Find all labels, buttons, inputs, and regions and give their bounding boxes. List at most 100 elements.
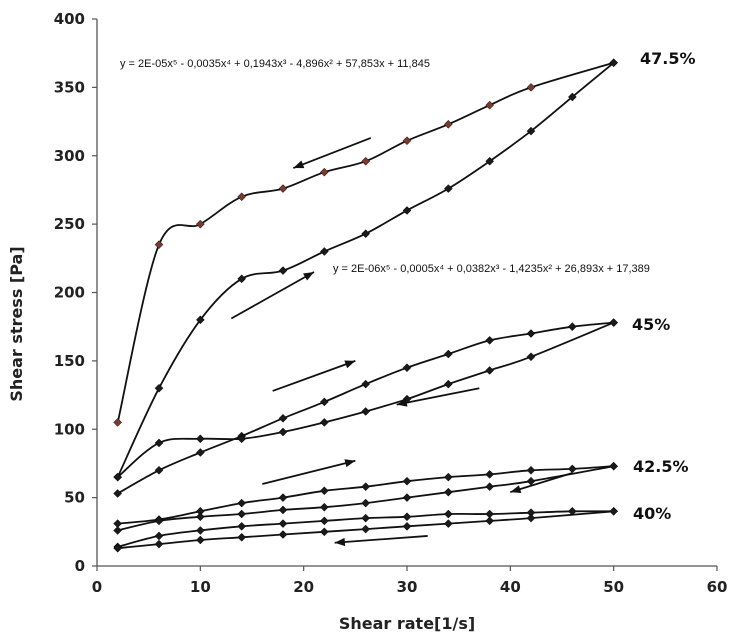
data-point — [278, 519, 288, 528]
data-point — [485, 336, 495, 345]
data-point — [319, 397, 329, 407]
data-point — [319, 516, 329, 526]
data-point — [361, 379, 371, 389]
x-axis-ticks: 0 10 20 30 40 50 60 — [92, 566, 728, 596]
data-point — [609, 318, 619, 327]
data-point — [443, 509, 453, 519]
data-point — [567, 464, 577, 474]
direction-arrow — [230, 271, 315, 320]
data-point — [485, 482, 495, 492]
data-point — [443, 472, 453, 482]
y-tick-label: 250 — [54, 215, 85, 233]
y-tick-label: 350 — [54, 78, 85, 96]
data-point — [195, 219, 205, 229]
data-point — [443, 487, 453, 497]
data-point — [278, 530, 288, 539]
data-point — [154, 438, 164, 448]
data-point — [278, 184, 288, 193]
data-point — [361, 156, 371, 166]
x-tick-label: 0 — [92, 578, 102, 596]
data-point — [485, 516, 495, 526]
x-tick-label: 20 — [293, 578, 314, 596]
data-point — [154, 240, 164, 249]
data-point — [237, 498, 247, 508]
data-point — [195, 315, 205, 325]
x-tick-label: 50 — [603, 578, 624, 596]
data-point — [154, 383, 164, 393]
data-point — [526, 126, 536, 136]
data-point — [319, 527, 329, 537]
data-markers — [113, 58, 619, 553]
data-point — [443, 184, 453, 193]
y-tick-label: 0 — [75, 557, 85, 575]
direction-arrow — [293, 137, 372, 169]
data-point — [154, 539, 164, 549]
data-point — [526, 352, 536, 362]
data-point — [195, 535, 205, 545]
y-tick-label: 400 — [54, 10, 85, 28]
data-point — [361, 524, 371, 534]
y-tick-label: 150 — [54, 352, 85, 370]
data-point — [278, 505, 288, 515]
data-point — [154, 465, 164, 475]
fitted-curves — [116, 61, 615, 550]
data-point — [195, 434, 205, 444]
data-point — [361, 498, 371, 508]
x-tick-label: 10 — [190, 578, 211, 596]
data-point — [609, 506, 619, 516]
direction-arrow — [396, 387, 480, 407]
data-point — [526, 329, 536, 338]
x-tick-label: 40 — [500, 578, 521, 596]
data-point — [113, 418, 123, 427]
direction-arrow — [272, 360, 356, 392]
x-tick-label: 30 — [397, 578, 418, 596]
data-point — [319, 247, 329, 256]
x-axis-title: Shear rate[1/s] — [339, 614, 475, 633]
y-tick-label: 50 — [64, 489, 85, 507]
data-point — [237, 532, 247, 542]
data-point — [195, 526, 205, 535]
direction-arrow — [334, 535, 428, 547]
data-point — [402, 512, 412, 522]
equation-upper: y = 2E-05x⁵ - 0,0035x⁴ + 0,1943x³ - 4,89… — [120, 58, 430, 70]
x-tick-label: 60 — [707, 578, 728, 596]
y-tick-label: 300 — [54, 147, 85, 165]
data-point — [278, 266, 288, 275]
data-point — [443, 349, 453, 359]
data-point — [485, 470, 495, 479]
direction-arrow — [510, 472, 573, 494]
data-point — [402, 521, 412, 531]
data-point — [278, 413, 288, 423]
data-point — [361, 482, 371, 492]
data-point — [237, 192, 247, 202]
data-point — [485, 366, 495, 375]
data-point — [319, 502, 329, 512]
data-point — [443, 379, 453, 389]
data-point — [319, 486, 329, 496]
data-point — [237, 521, 247, 531]
data-point — [195, 512, 205, 522]
data-point — [361, 513, 371, 523]
data-point — [526, 513, 536, 523]
y-axis-title: Shear stress [Pa] — [7, 246, 26, 401]
y-tick-label: 100 — [54, 420, 85, 438]
data-point — [485, 156, 495, 166]
direction-arrows — [230, 137, 573, 547]
data-point — [609, 58, 619, 68]
data-point — [319, 418, 329, 427]
data-point — [113, 472, 123, 482]
data-point — [319, 167, 329, 177]
series-label-45: 45% — [632, 315, 670, 334]
data-point — [113, 543, 123, 553]
data-point — [237, 434, 247, 444]
series-label-40: 40% — [633, 504, 671, 523]
data-point — [361, 407, 371, 416]
data-point — [485, 100, 495, 110]
data-point — [154, 531, 164, 541]
data-point — [195, 448, 205, 457]
data-point — [567, 506, 577, 516]
data-point — [609, 461, 619, 471]
series-label-47-5: 47.5% — [640, 49, 696, 68]
data-point — [361, 229, 371, 239]
